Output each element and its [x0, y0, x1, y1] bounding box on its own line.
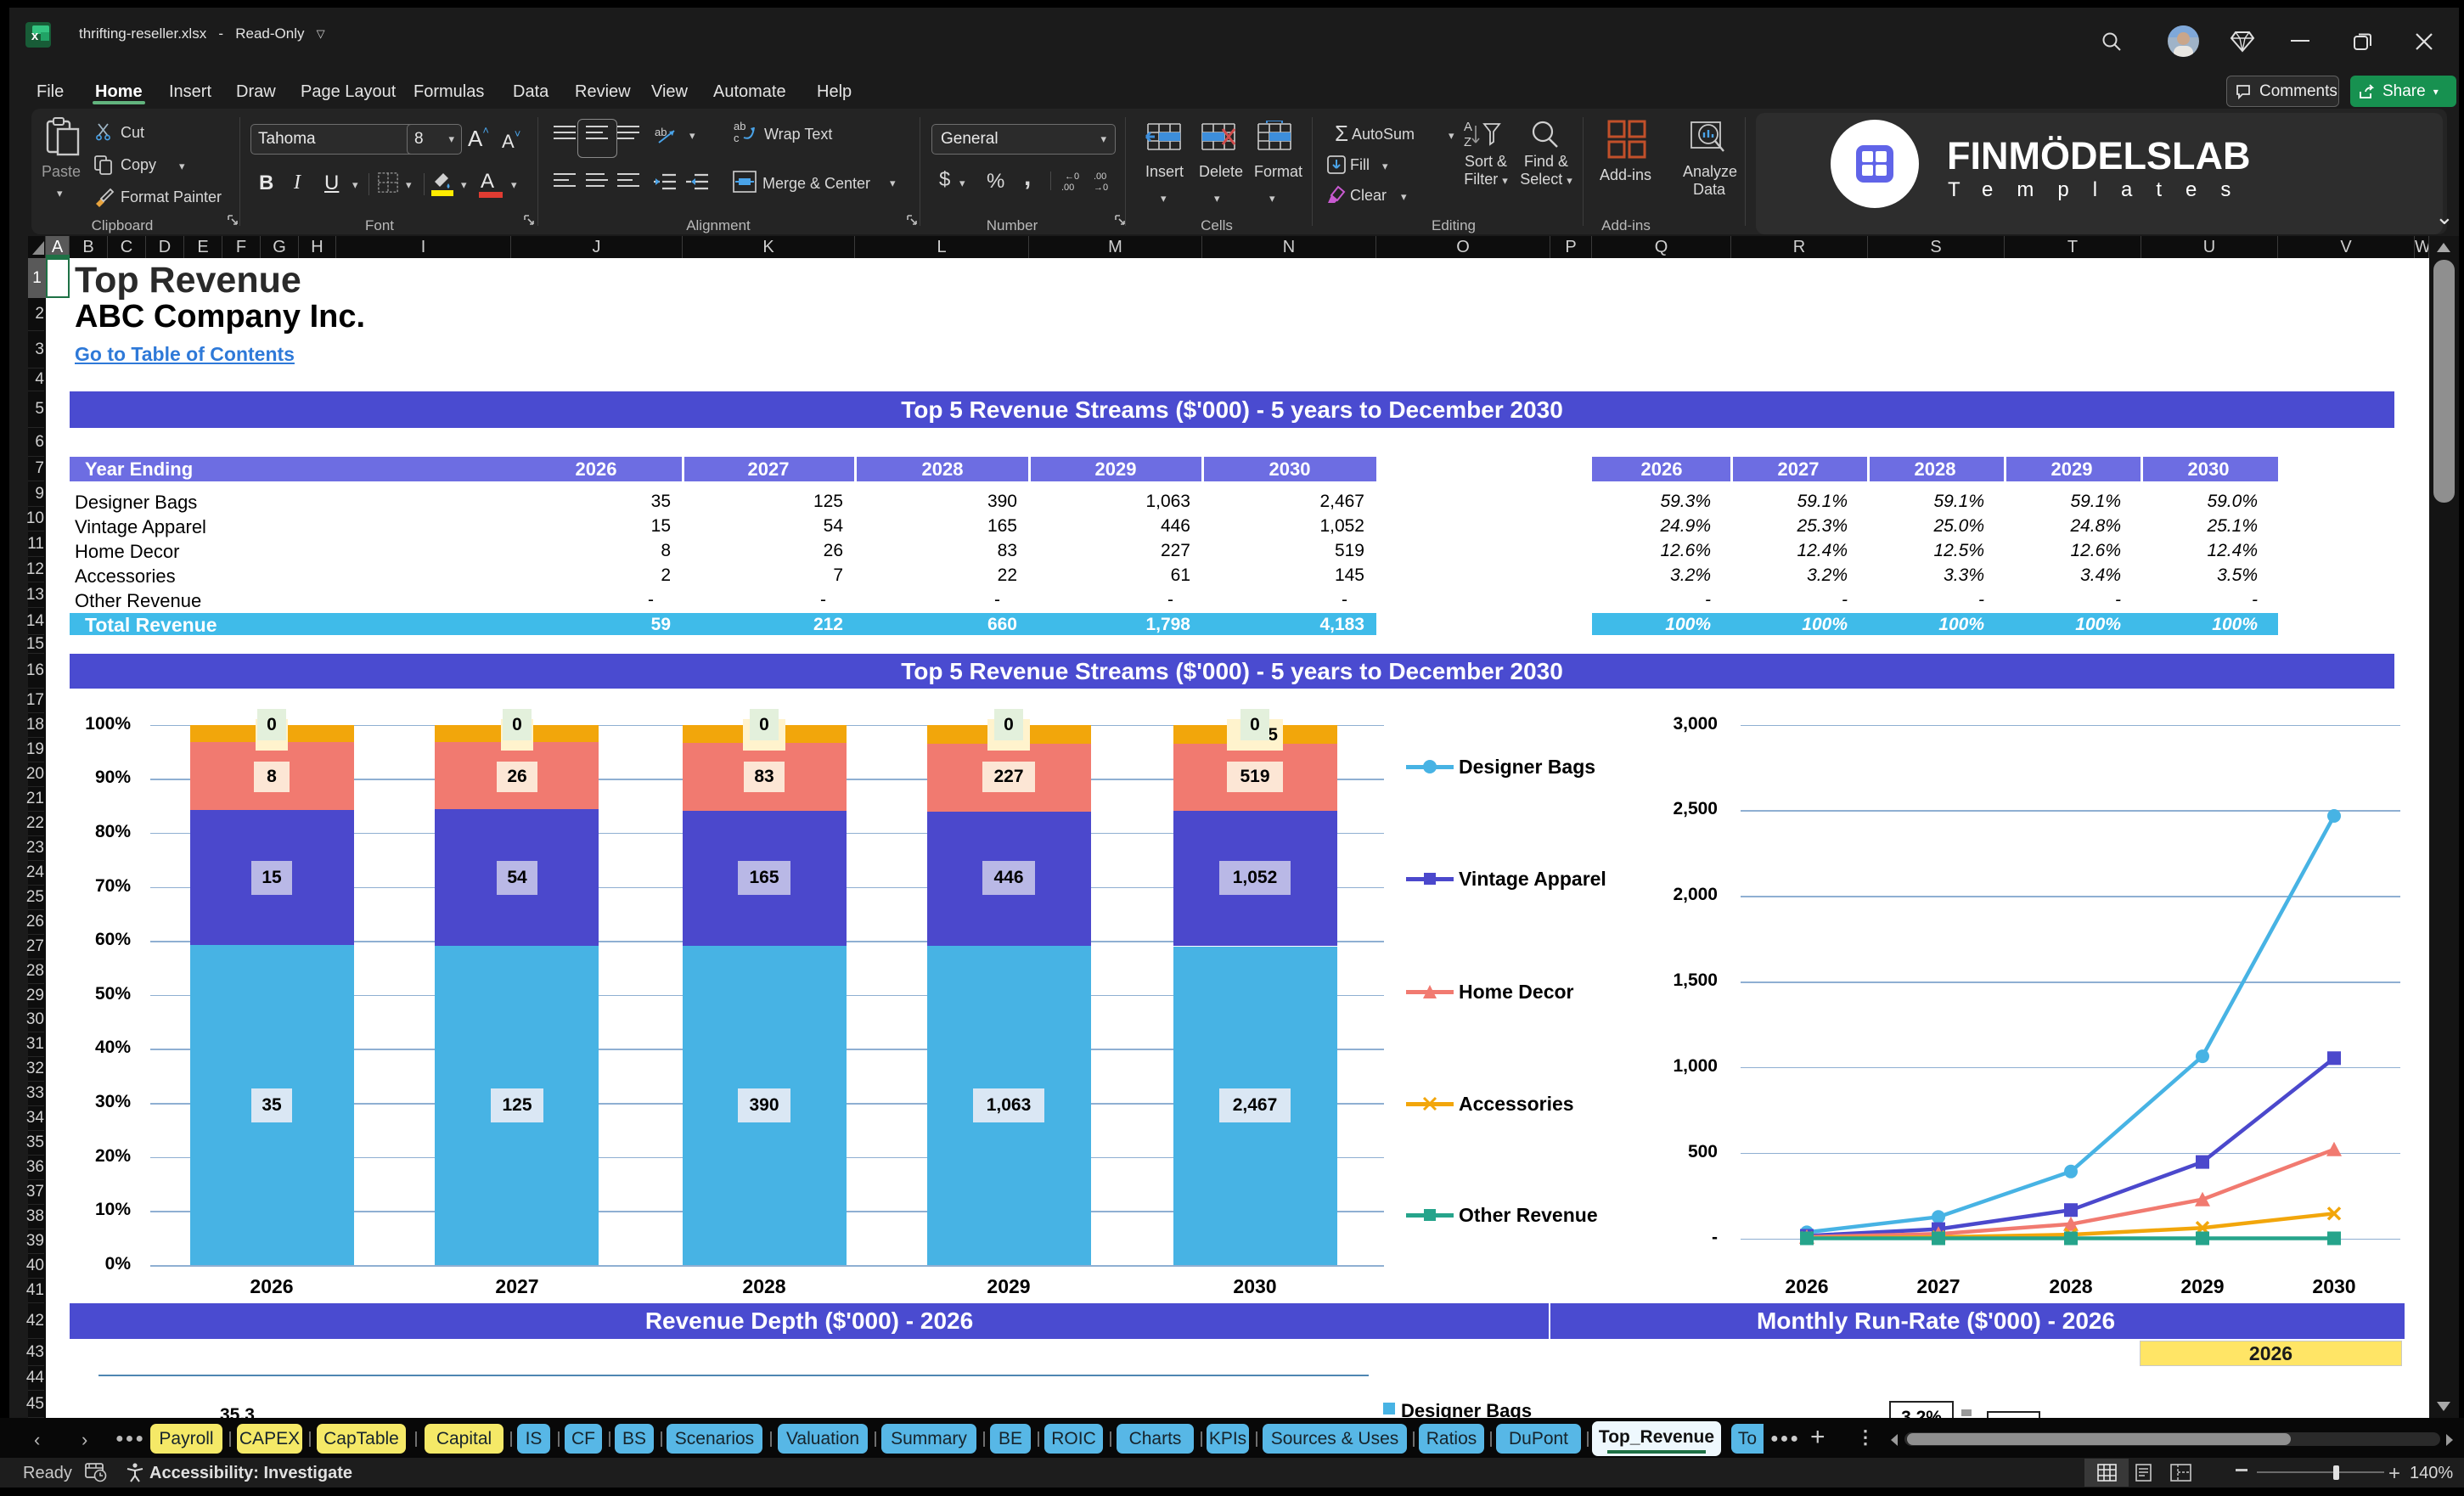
- svg-text:ab: ab: [734, 120, 745, 132]
- svg-text:.00: .00: [1061, 183, 1074, 192]
- svg-text:→0: →0: [1094, 183, 1108, 192]
- svg-text:.00: .00: [1094, 172, 1106, 182]
- svg-text:←0: ←0: [1065, 172, 1079, 182]
- svg-text:A: A: [1464, 120, 1472, 134]
- svg-text:c: c: [734, 132, 740, 144]
- svg-text:Z: Z: [1464, 135, 1471, 149]
- svg-text:ab: ab: [655, 126, 667, 138]
